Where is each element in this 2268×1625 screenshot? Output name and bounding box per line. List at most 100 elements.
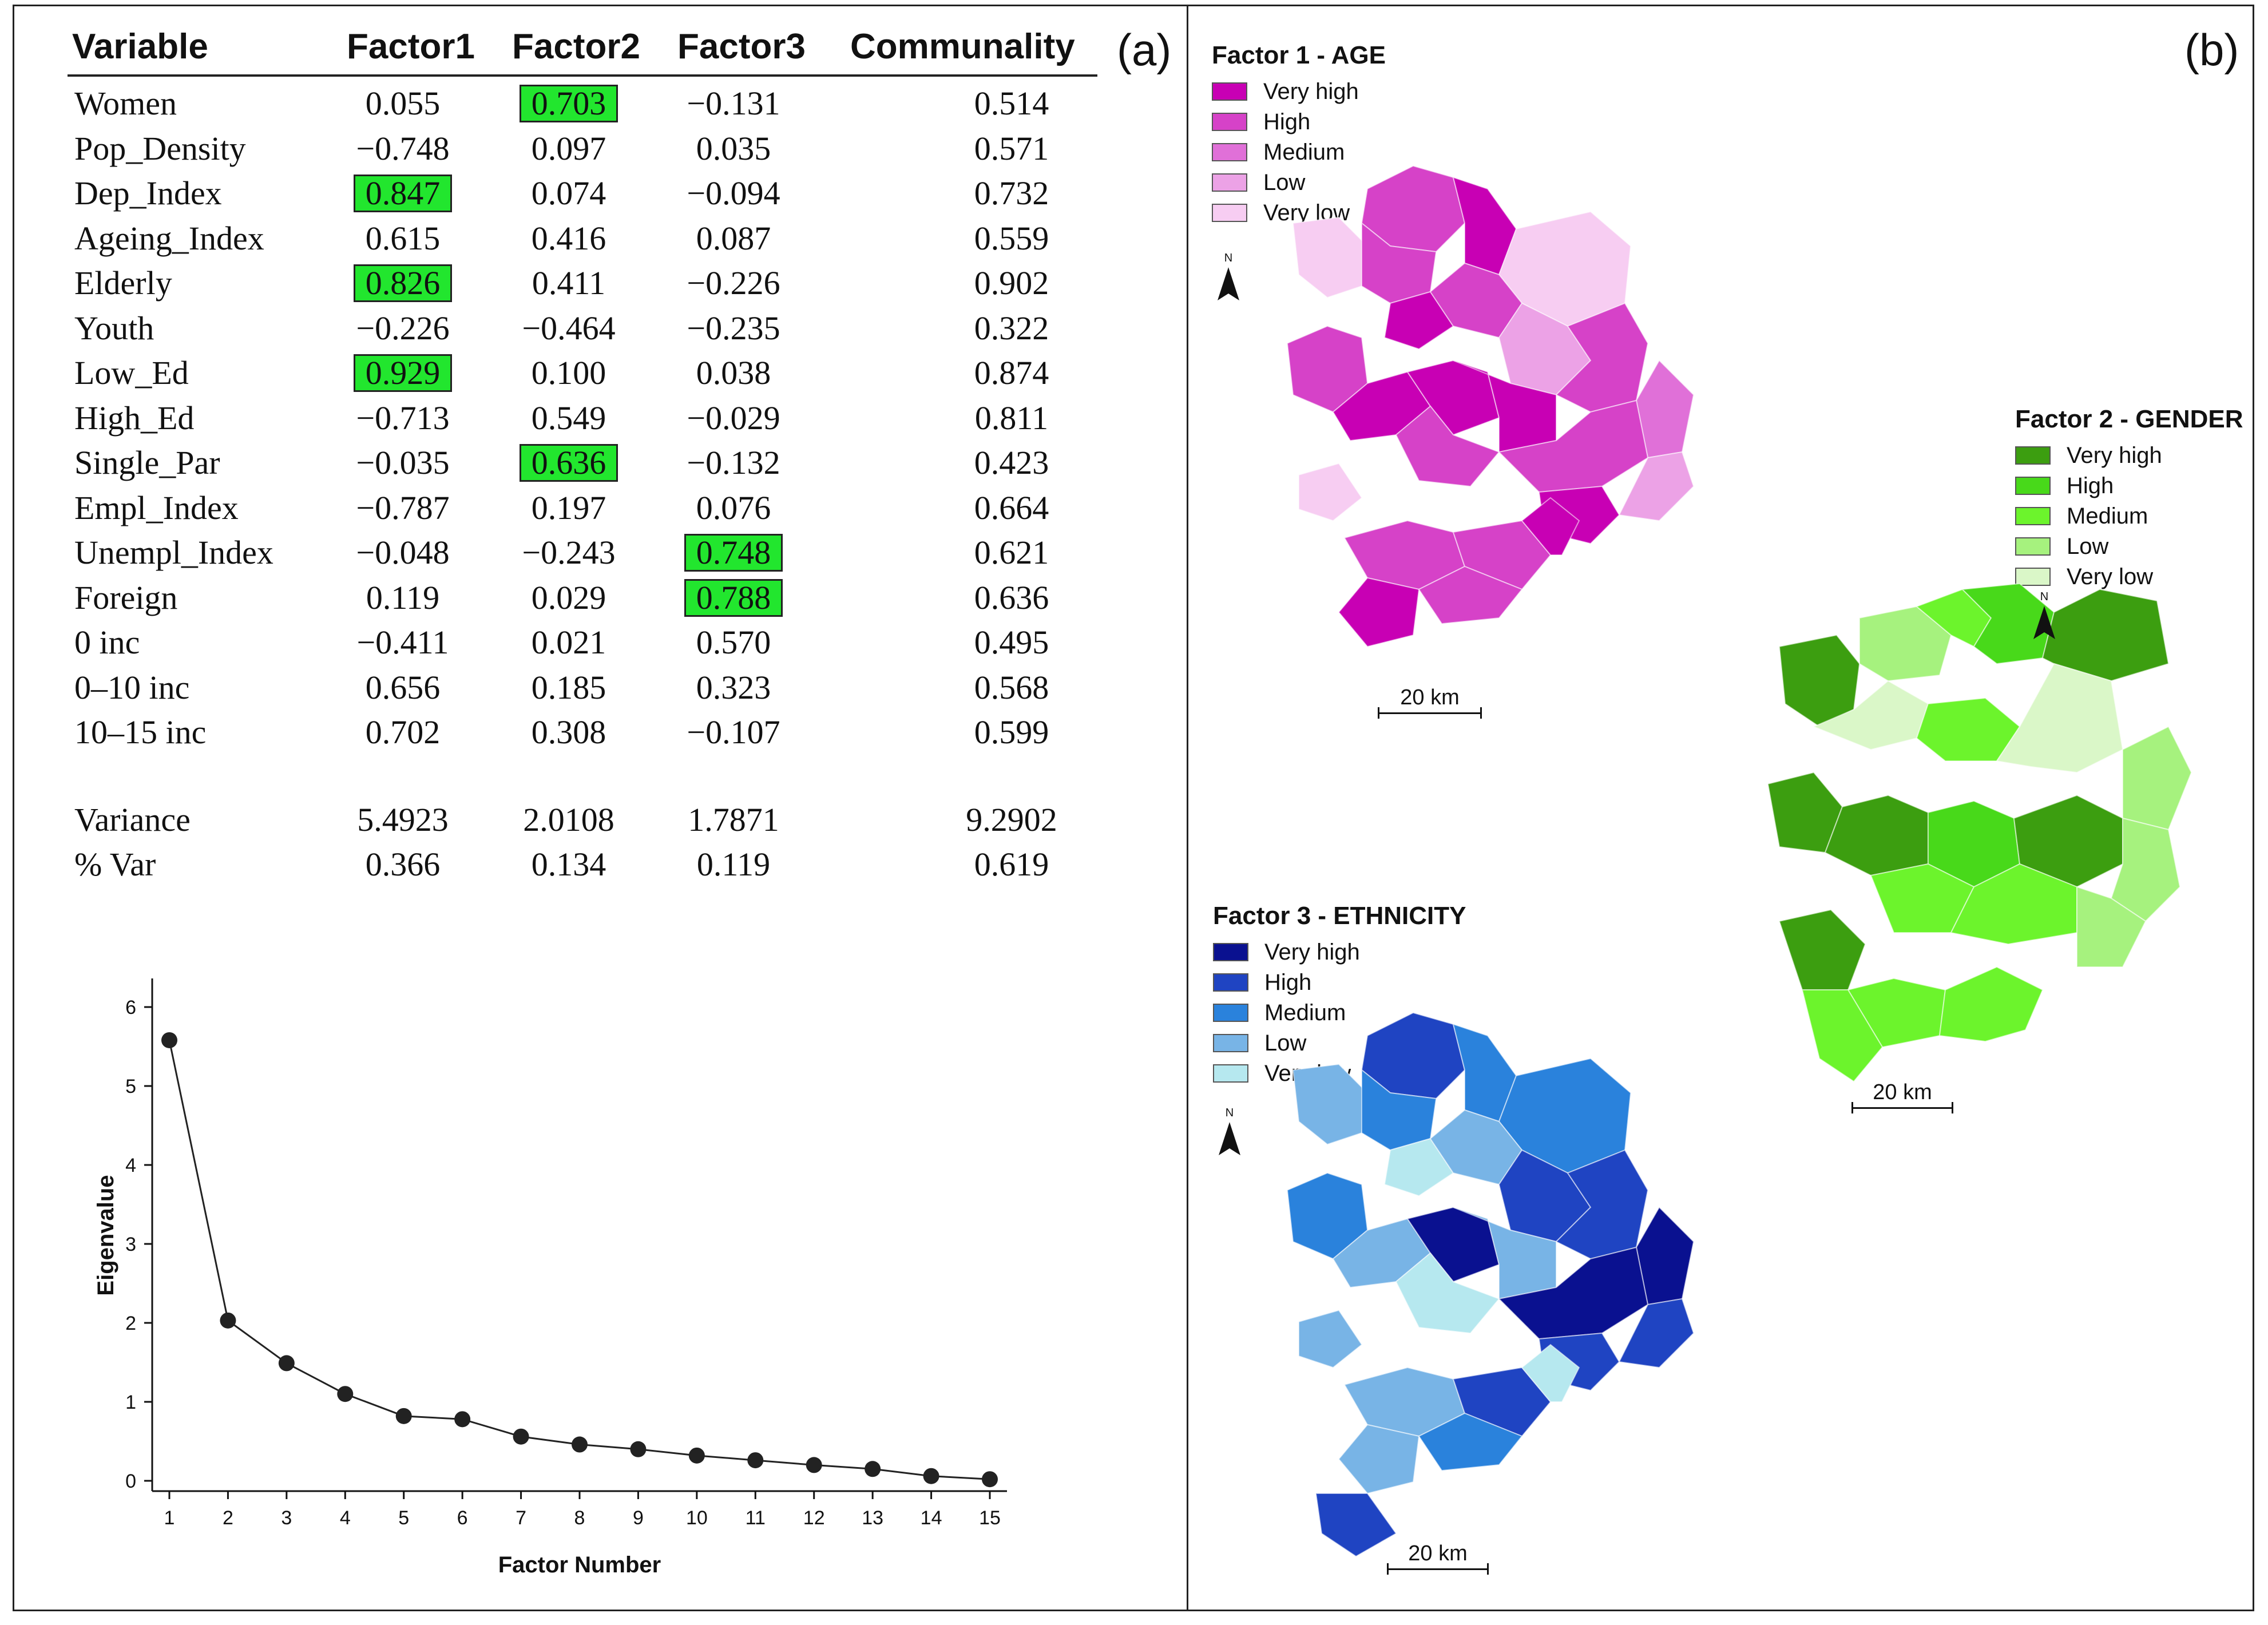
cell-f2: −0.243 [522,534,616,571]
map-district [1338,1424,1420,1495]
cell-variable: Dep_Index [74,175,222,212]
x-tick-label: 5 [398,1507,409,1529]
legend-swatch [1213,1004,1248,1022]
cell-f3: −0.029 [687,399,780,437]
summary-row: Variance 5.4923 2.0108 1.7871 9.2902 [68,798,1097,842]
cell-comm: 0.874 [974,354,1049,391]
x-tick-label: 10 [686,1507,708,1529]
scale-bar-map1: 20 km [1378,685,1482,719]
y-tick-label: 4 [125,1155,136,1176]
x-tick-label: 9 [633,1507,644,1529]
cell-variable: Unempl_Index [74,534,273,571]
cell-f3: −0.131 [687,85,780,122]
cell-comm: 0.636 [974,578,1049,616]
cell-variable: 0 inc [74,624,140,661]
table-row: Youth −0.226 −0.464 −0.235 0.322 [68,306,1097,351]
table-row: Low_Ed 0.929 0.100 0.038 0.874 [68,351,1097,395]
map-district [1961,582,2055,665]
legend-swatch [1212,82,1247,101]
cell-f3: 0.570 [696,624,771,661]
cell-f1: 0.366 [365,846,441,883]
scree-point [806,1457,822,1473]
cell-f3: −0.107 [687,714,780,751]
scree-point [454,1411,471,1428]
scree-point [688,1447,705,1464]
cell-f3: 0.035 [696,129,771,167]
x-tick-label: 15 [979,1507,1001,1529]
header-factor2: Factor2 [512,27,640,66]
legend-swatch [1213,1064,1248,1083]
table-row: 0 inc −0.411 0.021 0.570 0.495 [68,620,1097,665]
cell-f2: 0.636 [520,444,618,482]
cell-variable: Elderly [74,264,172,302]
map-district [2076,886,2147,968]
header-rule [68,74,1097,77]
cell-comm: 0.621 [974,534,1049,571]
cell-variable: Women [74,85,177,122]
legend-label: Very high [2067,443,2162,468]
x-tick-label: 11 [746,1507,766,1529]
scree-point [982,1471,998,1488]
panel-a-label: (a) [1117,25,1172,75]
legend-swatch [1213,1034,1248,1052]
map-district [1383,1138,1454,1197]
cell-variable: Foreign [74,578,178,616]
legend-label: Low [1263,170,1306,195]
cell-variable: Empl_Index [74,489,239,526]
map-district [1801,989,1884,1083]
cell-f2: 0.416 [531,219,606,257]
table-row: High_Ed −0.713 0.549 −0.029 0.811 [68,396,1097,441]
cell-f2: 0.134 [531,846,606,883]
cell-f2: 0.185 [531,668,606,706]
legend-label: Medium [1263,140,1345,165]
map-district [1298,1309,1363,1369]
cell-f2: 0.097 [531,129,606,167]
cell-comm: 0.902 [974,264,1049,302]
cell-f3: −0.226 [687,264,780,302]
cell-f3: −0.132 [687,444,780,481]
scree-point [572,1436,588,1453]
cell-f1: −0.048 [356,534,450,571]
x-tick-label: 3 [281,1507,292,1529]
legend-swatch [1213,943,1248,961]
cell-f3: 0.038 [696,354,771,391]
cell-comm: 0.571 [974,129,1049,167]
cell-f3: −0.235 [687,309,780,347]
legend-swatch [1212,143,1247,161]
cell-comm: 0.568 [974,668,1049,706]
legend-label: Very high [1264,940,1360,965]
legend-label: Low [2067,534,2109,559]
legend-swatch [1212,173,1247,192]
legend-title: Factor 2 - GENDER [2015,405,2243,433]
scree-point [747,1452,764,1469]
scale-bar-map2: 20 km [1851,1080,1953,1113]
map-district [1452,1366,1552,1437]
table-row: Single_Par −0.035 0.636 −0.132 0.423 [68,441,1097,485]
cell-f3: 0.076 [696,489,771,526]
cell-f1: −0.411 [356,624,449,661]
map-district [1292,1063,1369,1146]
cell-variable: Youth [74,309,154,347]
legend-label: High [1264,970,1312,995]
scree-line [168,1040,990,1480]
map-district [2122,726,2192,831]
cell-variable: 0–10 inc [74,668,190,706]
cell-f1: −0.713 [356,399,450,437]
map-district [1618,1298,1695,1369]
map-factor1-age [1286,165,1695,648]
y-axis-label: Eigenvalue [93,1175,118,1295]
map-district [1618,451,1695,522]
scree-point [278,1355,295,1372]
header-variable: Variable [72,27,208,66]
summary-row: % Var 0.366 0.134 0.119 0.619 [68,842,1097,887]
map-district [1418,1412,1523,1472]
cell-variable: High_Ed [74,399,195,437]
cell-comm: 0.495 [974,624,1049,661]
x-tick-label: 13 [862,1507,883,1529]
legend-swatch [1212,204,1247,222]
legend-swatch [1212,113,1247,131]
map-district [1292,216,1369,299]
legend-label: High [1263,109,1311,134]
legend-label: Medium [2067,504,2148,529]
y-tick-label: 5 [125,1076,136,1097]
